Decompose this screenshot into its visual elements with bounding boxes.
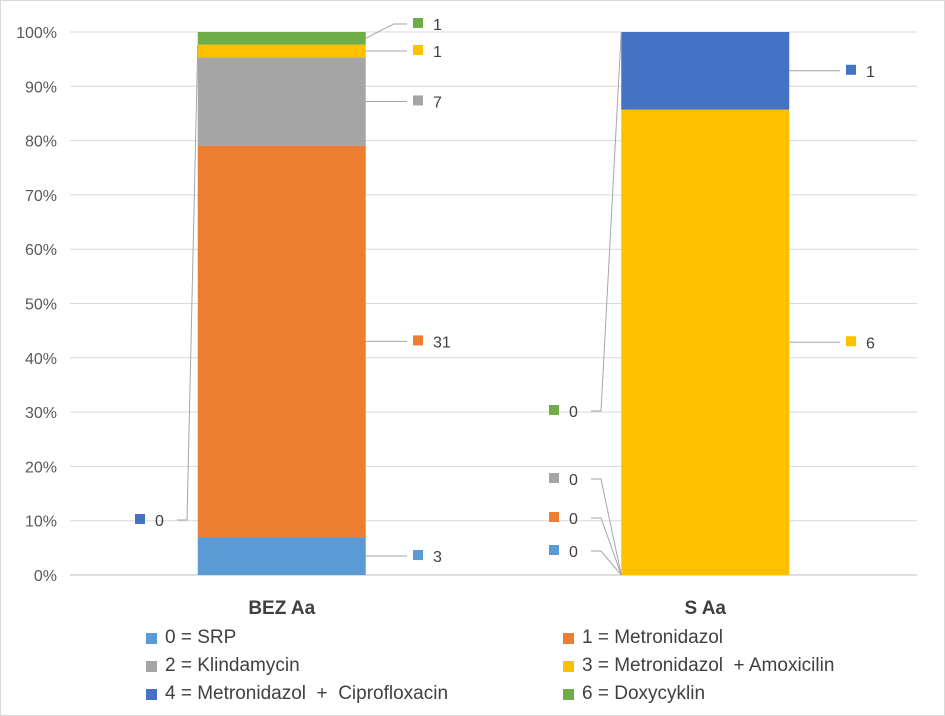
bar-segment [197, 145, 366, 538]
y-tick-label: 70% [25, 188, 57, 205]
bar-segment [197, 537, 366, 575]
legend-label: 1 = Metronidazol [582, 627, 723, 648]
legend-item: 6 = Doxycyklin [563, 680, 705, 708]
legend-label: 6 = Doxycyklin [582, 683, 706, 704]
legend: 0 = SRP 1 = Metronidazol 2 = Klindamycin 3 … [0, 622, 945, 712]
y-tick-label: 60% [25, 242, 57, 259]
data-label-marker [413, 550, 423, 561]
category-label: BEZ Aa [248, 598, 315, 619]
x-axis-categories: BEZ Aa S Aa [248, 598, 726, 619]
legend-item: 1 = Metronidazol [563, 624, 723, 652]
y-tick-label: 80% [25, 134, 57, 151]
y-axis-ticks: 0% 10% 20% 30% 40% 50% 60% 70% 80% 90% 100% [16, 25, 57, 585]
data-label: 0 [155, 513, 164, 530]
legend-swatch [146, 660, 157, 672]
data-label: 1 [433, 44, 442, 61]
legend-label: 2 = Klindamycin [165, 655, 300, 676]
bar-segment [197, 57, 366, 146]
leader-lines [177, 23, 840, 576]
data-label-marker [846, 336, 856, 347]
leader-line [591, 478, 622, 576]
category-label: S Aa [684, 598, 726, 619]
data-label-marker [549, 473, 559, 483]
data-label: 0 [569, 511, 578, 528]
leader-line [177, 44, 199, 521]
data-label: 7 [433, 94, 442, 111]
legend-label: 3 = Metronidazol + Amoxicilin [582, 655, 835, 676]
legend-swatch [563, 660, 574, 672]
y-tick-label: 30% [25, 405, 57, 422]
y-tick-label: 40% [25, 351, 57, 368]
bar-segment [197, 44, 366, 58]
legend-item: 2 = Klindamycin [146, 652, 300, 680]
data-label: 3 [433, 549, 442, 566]
data-label: 0 [569, 544, 578, 561]
data-label-marker [413, 95, 423, 106]
bar-segment [621, 109, 790, 576]
data-label: 6 [866, 335, 875, 352]
data-label-marker [549, 405, 559, 415]
y-tick-label: 90% [25, 79, 57, 96]
leader-line [591, 31, 622, 412]
leader-line [591, 517, 622, 576]
gridlines [70, 31, 917, 576]
y-tick-label: 20% [25, 459, 57, 476]
data-label: 1 [866, 64, 875, 81]
data-label-marker [549, 512, 559, 522]
data-label-marker [413, 44, 423, 55]
leader-line [591, 550, 622, 576]
data-label: 1 [433, 17, 442, 34]
data-labels: 3 31 7 1 0 1 0 0 0 6 1 0 [135, 17, 875, 566]
legend-label: 0 = SRP [165, 627, 237, 648]
legend-swatch [563, 688, 574, 700]
bar-segment [197, 32, 366, 45]
y-tick-label: 0% [34, 568, 57, 585]
legend-swatch [146, 688, 157, 700]
data-label-marker [846, 64, 856, 75]
legend-swatch [563, 632, 574, 644]
data-label-marker [413, 17, 423, 28]
y-tick-label: 100% [16, 25, 57, 42]
stacked-percent-bar-chart: 0% 10% 20% 30% 40% 50% 60% 70% 80% 90% 100% 3 31 7 1 0… [16, 17, 917, 619]
bars [197, 32, 790, 576]
data-label: 0 [569, 404, 578, 421]
legend-item: 3 = Metronidazol + Amoxicilin [563, 652, 834, 680]
y-tick-label: 50% [25, 297, 57, 314]
data-label-marker [549, 545, 559, 555]
y-tick-label: 10% [25, 514, 57, 531]
data-label: 0 [569, 472, 578, 489]
legend-label: 4 = Metronidazol + Ciprofloxacin [165, 683, 449, 704]
legend-item: 0 = SRP [146, 624, 236, 652]
leader-line [365, 23, 407, 39]
legend-swatch [146, 632, 157, 644]
data-label-marker [135, 514, 145, 524]
bar-segment [621, 32, 790, 110]
data-label: 31 [433, 334, 451, 351]
data-label-marker [413, 335, 423, 346]
legend-item: 4 = Metronidazol + Ciprofloxacin [146, 680, 448, 708]
